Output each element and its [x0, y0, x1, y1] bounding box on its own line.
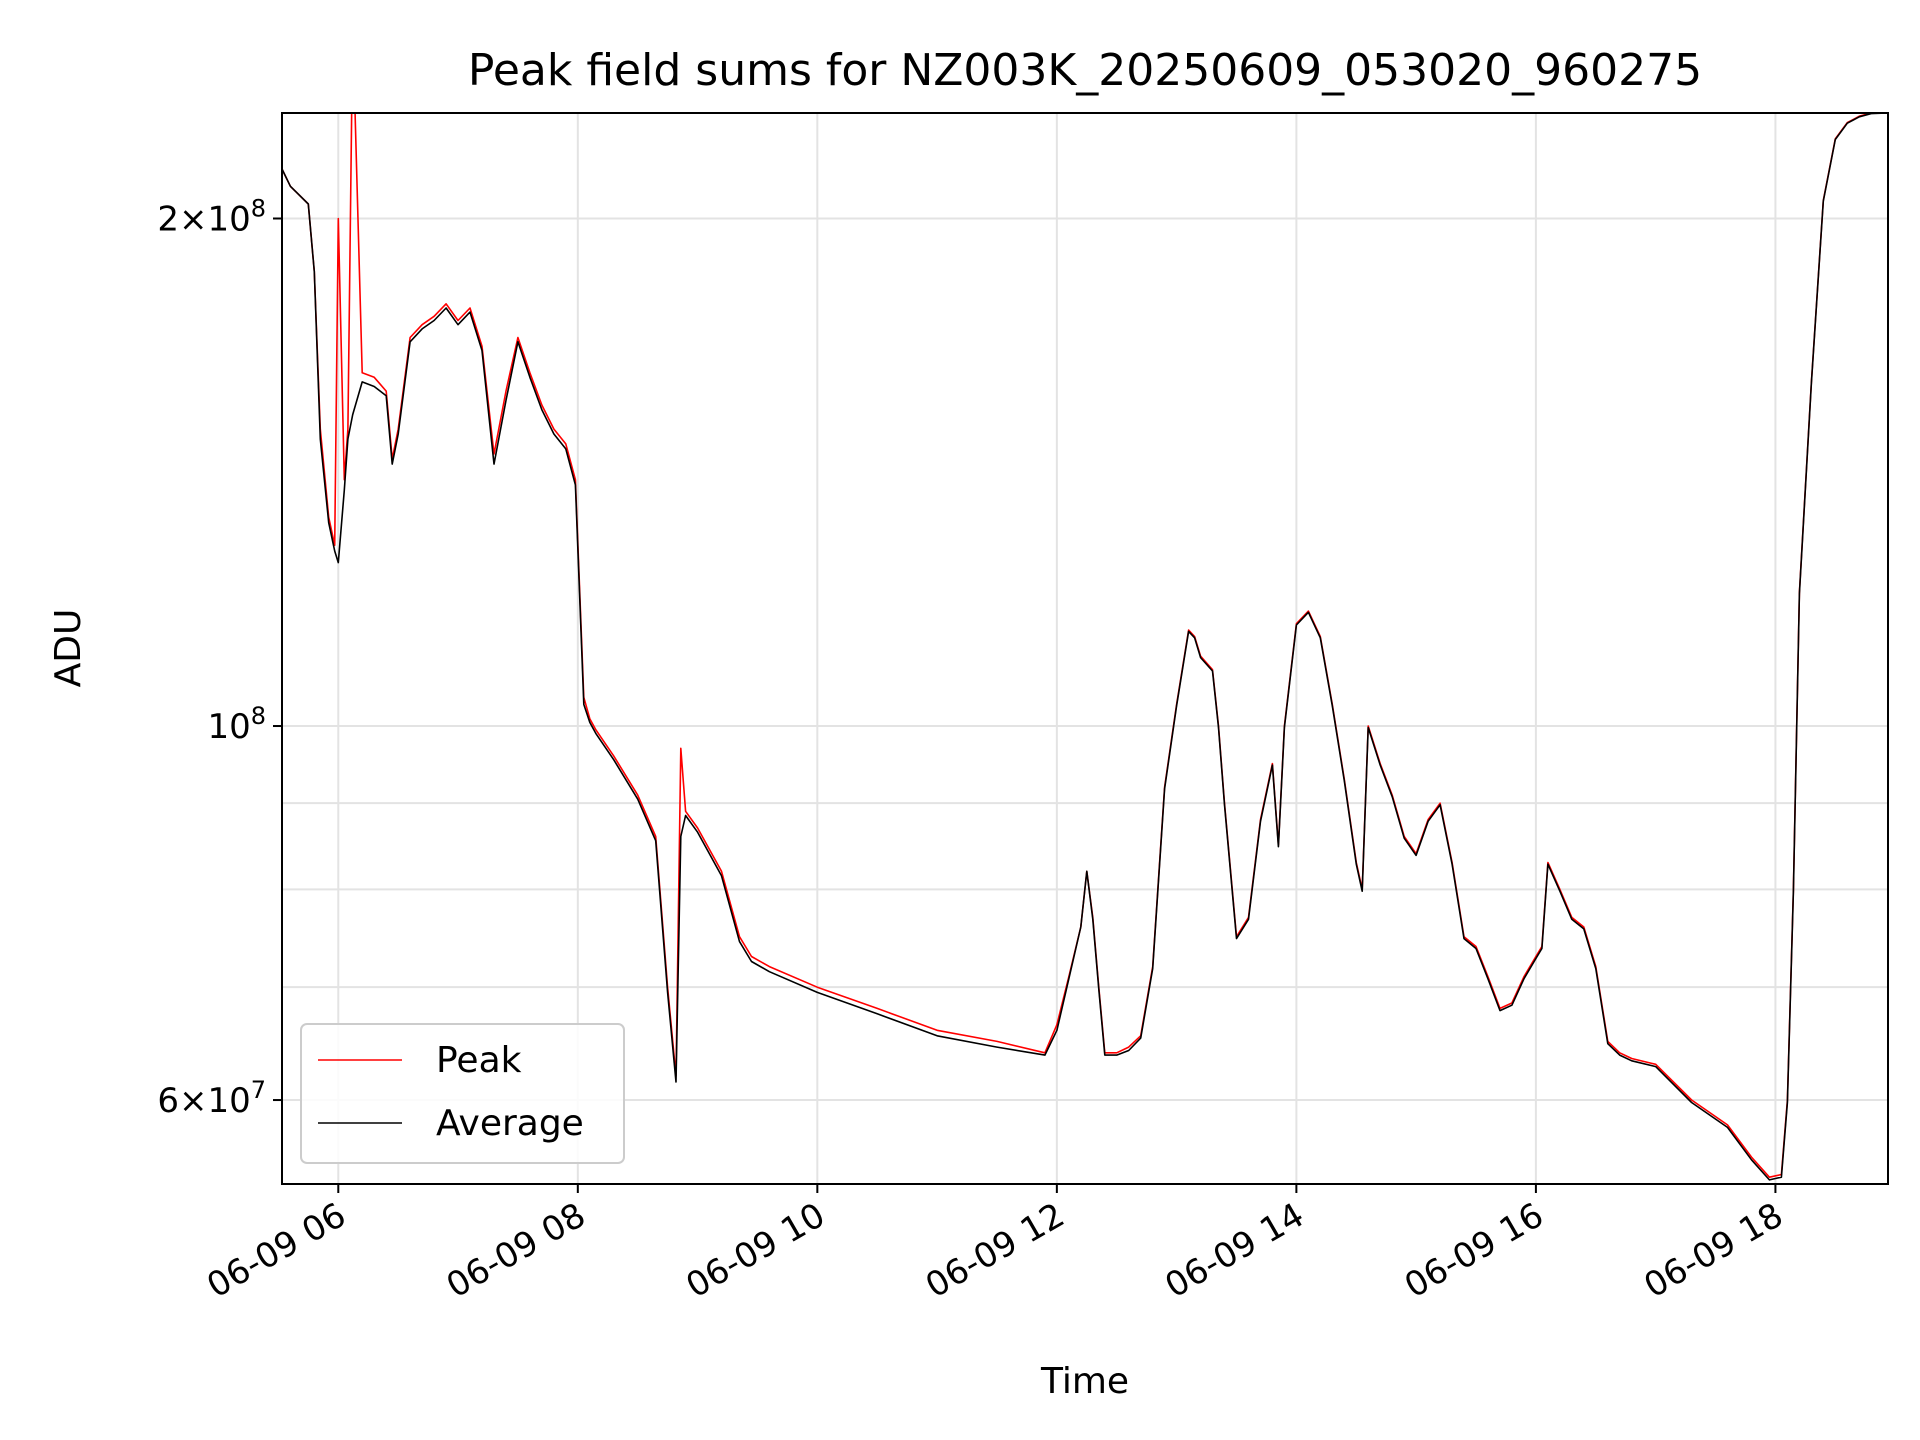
legend: Peak Average: [300, 1023, 625, 1164]
x-axis-label: Time: [1040, 1361, 1129, 1402]
y-tick-label: 108: [207, 702, 266, 747]
chart-title: Peak field sums for NZ003K_20250609_0530…: [468, 45, 1702, 96]
series-line-average: [282, 113, 1888, 1181]
y-axis-label: ADU: [48, 609, 89, 688]
plot-frame: [281, 112, 1889, 1185]
legend-label-average: Average: [436, 1103, 584, 1144]
y-tick-label: 2×108: [157, 195, 266, 240]
legend-label-peak: Peak: [436, 1040, 522, 1081]
series-layer: [282, 113, 1888, 1181]
y-axis-ticks: 6×107 108 2×108: [157, 195, 282, 1121]
legend-box: [300, 1023, 625, 1164]
y-tick-label: 6×107: [157, 1076, 266, 1121]
